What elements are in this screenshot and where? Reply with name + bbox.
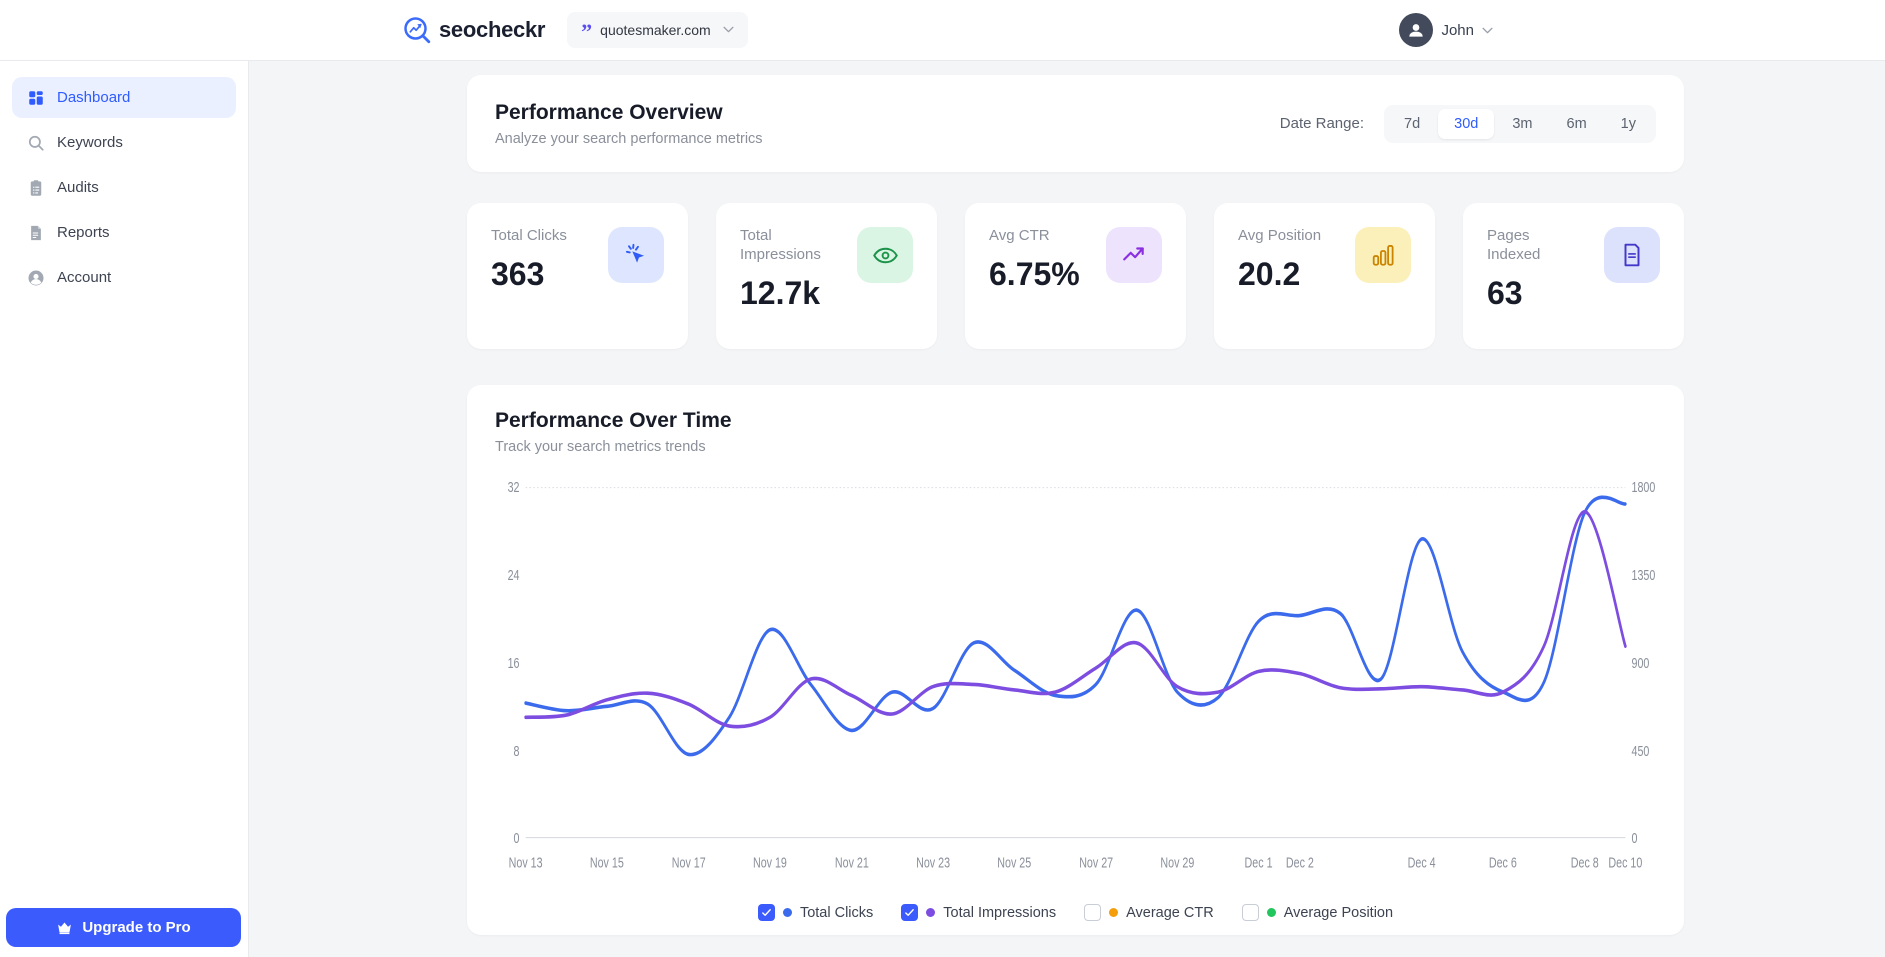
svg-text:Dec 6: Dec 6 [1489, 854, 1517, 871]
svg-text:Dec 1: Dec 1 [1245, 854, 1273, 871]
svg-text:Nov 25: Nov 25 [997, 854, 1031, 871]
svg-text:Nov 17: Nov 17 [672, 854, 706, 871]
svg-text:Nov 13: Nov 13 [509, 854, 543, 871]
svg-text:Nov 23: Nov 23 [916, 854, 950, 871]
svg-text:0: 0 [1631, 829, 1637, 846]
svg-text:32: 32 [508, 478, 520, 495]
svg-text:1350: 1350 [1631, 566, 1655, 583]
svg-text:Nov 29: Nov 29 [1160, 854, 1194, 871]
svg-text:16: 16 [508, 654, 520, 671]
svg-text:Dec 2: Dec 2 [1286, 854, 1314, 871]
svg-text:0: 0 [514, 829, 520, 846]
svg-text:Nov 19: Nov 19 [753, 854, 787, 871]
svg-text:450: 450 [1631, 742, 1649, 759]
svg-text:1800: 1800 [1631, 478, 1655, 495]
svg-text:Dec 10: Dec 10 [1608, 854, 1642, 871]
svg-text:Nov 27: Nov 27 [1079, 854, 1113, 871]
svg-text:8: 8 [514, 742, 520, 759]
svg-text:Dec 8: Dec 8 [1571, 854, 1599, 871]
svg-text:900: 900 [1631, 654, 1649, 671]
svg-text:24: 24 [508, 566, 520, 583]
svg-text:Dec 4: Dec 4 [1408, 854, 1436, 871]
svg-text:Nov 15: Nov 15 [590, 854, 624, 871]
svg-text:Nov 21: Nov 21 [835, 854, 869, 871]
